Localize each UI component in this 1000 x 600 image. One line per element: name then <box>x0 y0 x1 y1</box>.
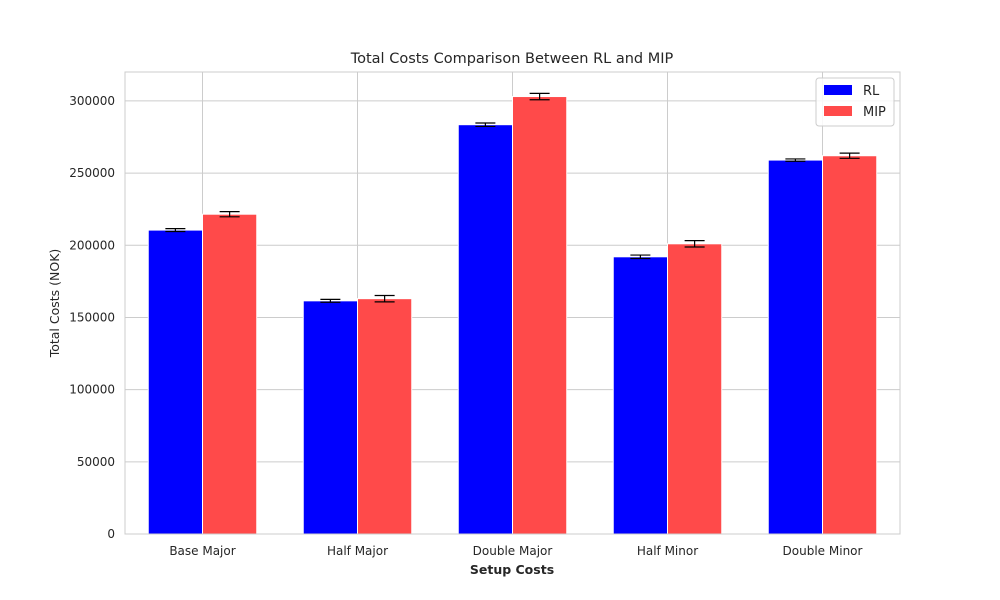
y-tick-label: 50000 <box>77 455 115 469</box>
error-bar-mip <box>374 294 395 303</box>
y-tick-label: 200000 <box>69 238 115 252</box>
error-bar-mip <box>839 152 860 159</box>
error-bar-rl <box>630 254 651 260</box>
bars <box>147 96 878 535</box>
error-bar-mip <box>684 240 705 248</box>
bar-rl <box>147 229 203 535</box>
error-bars <box>165 92 860 303</box>
y-tick-label: 100000 <box>69 383 115 397</box>
y-tick-label: 0 <box>107 527 115 541</box>
x-tick-label: Half Major <box>327 544 388 558</box>
bar-mip <box>202 213 258 535</box>
x-axis-label: Setup Costs <box>470 562 554 577</box>
legend-swatch-rl <box>824 85 852 95</box>
legend-label-rl: RL <box>863 84 880 99</box>
error-bar-rl <box>165 228 186 233</box>
x-tick-labels: Base Major Half Major Double Major Half Min… <box>169 544 862 558</box>
y-tick-label: 300000 <box>69 94 115 108</box>
legend: RL MIP <box>815 77 895 127</box>
x-tick-label: Base Major <box>169 544 235 558</box>
y-tick-label: 250000 <box>69 166 115 180</box>
bar-rl <box>457 124 513 535</box>
bar-mip <box>667 243 723 535</box>
bar-mip <box>822 155 878 535</box>
error-bar-mip <box>529 92 550 101</box>
x-tick-label: Double Minor <box>783 544 863 558</box>
bar-mip <box>357 298 413 535</box>
x-tick-label: Half Minor <box>637 544 698 558</box>
plot-frame <box>124 71 901 535</box>
chart-title: Total Costs Comparison Between RL and MI… <box>350 51 674 67</box>
x-tick-label: Double Major <box>473 544 553 558</box>
legend-swatch-mip <box>824 106 852 116</box>
bar-rl <box>767 159 823 535</box>
error-bar-rl <box>475 122 496 128</box>
y-tick-labels: 0 50000 100000 150000 200000 250000 300000 <box>69 94 115 541</box>
bar-mip <box>512 96 568 535</box>
y-tick-label: 150000 <box>69 310 115 324</box>
y-axis-label: Total Costs (NOK) <box>47 249 62 359</box>
error-bar-mip <box>219 211 240 218</box>
legend-label-mip: MIP <box>863 105 886 120</box>
bar-rl <box>612 256 668 535</box>
error-bar-rl <box>785 158 806 162</box>
bar-rl <box>302 300 358 535</box>
error-bar-rl <box>320 298 341 303</box>
